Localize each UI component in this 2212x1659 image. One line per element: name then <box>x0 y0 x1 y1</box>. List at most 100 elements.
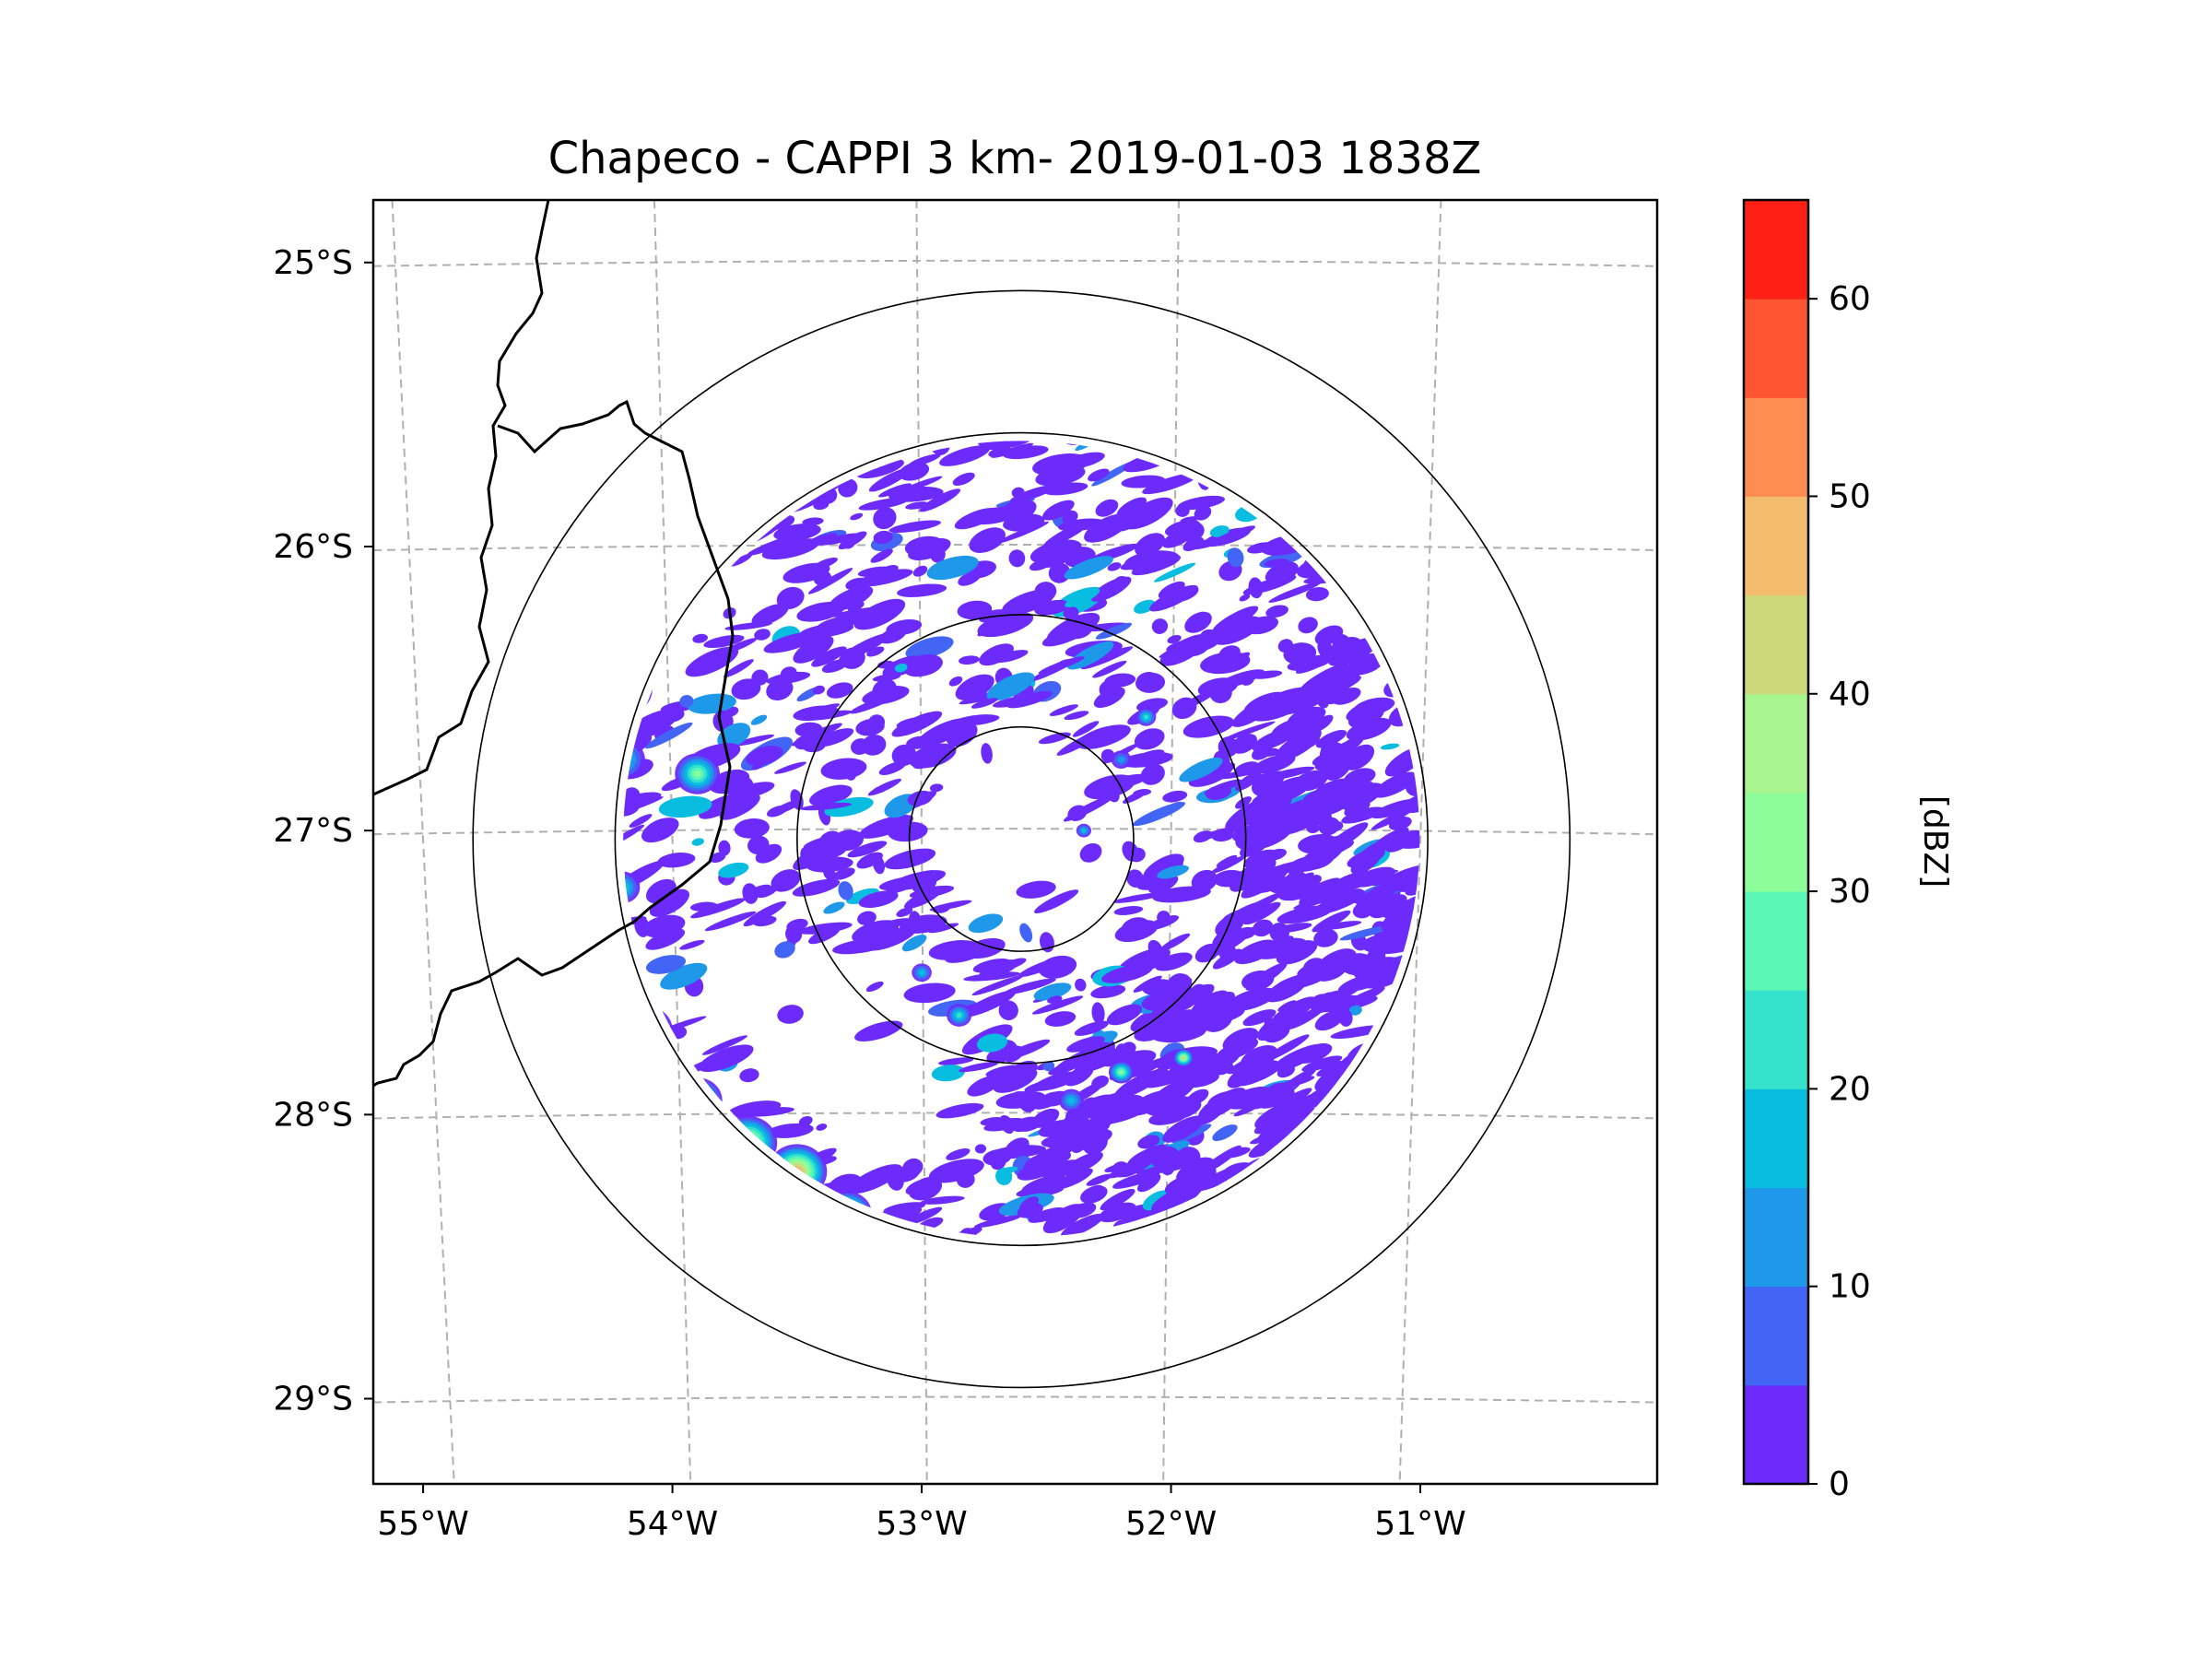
weak-echo <box>1116 497 1147 518</box>
weak-echo <box>1137 1135 1160 1149</box>
weak-echo <box>1261 747 1280 757</box>
colorbar-swatch <box>1744 397 1808 497</box>
weak-echo <box>1340 782 1383 810</box>
weak-echo <box>976 1033 1008 1053</box>
weak-echo <box>1010 1060 1038 1079</box>
weak-echo <box>1266 873 1288 894</box>
parallel-gridline <box>373 259 1657 267</box>
weak-echo <box>1142 1190 1171 1211</box>
weak-echo <box>1044 1011 1077 1027</box>
echo-cell <box>1119 1070 1124 1075</box>
weak-echo <box>763 631 819 653</box>
weak-echo <box>1222 721 1276 741</box>
weak-echo <box>1212 1124 1238 1141</box>
weak-echo <box>905 636 954 660</box>
weak-echo <box>1159 933 1191 951</box>
colorbar-frame <box>1742 198 1810 1486</box>
weak-echo <box>1302 875 1322 888</box>
weak-echo <box>1038 1119 1074 1137</box>
weak-echo <box>884 848 936 870</box>
weak-echo <box>1182 715 1235 738</box>
map-area <box>373 200 1657 1484</box>
weak-echo <box>1169 1063 1194 1082</box>
weak-echo <box>1028 1207 1065 1223</box>
weak-echo <box>1095 622 1133 640</box>
range-rings <box>472 289 1571 1389</box>
echo-cell <box>918 970 925 976</box>
weak-echo <box>806 856 853 873</box>
echo-cell <box>770 1200 800 1229</box>
weak-echo <box>959 655 980 665</box>
weak-echo <box>754 629 771 641</box>
weak-echo <box>1218 762 1236 774</box>
weak-echo <box>920 1195 965 1205</box>
weak-echo <box>912 1176 943 1199</box>
echo-cell <box>877 1239 916 1275</box>
weak-echo <box>1049 704 1078 716</box>
weak-echo <box>969 527 1006 553</box>
weak-echo <box>1276 940 1318 965</box>
weak-echo <box>751 603 789 626</box>
echo-cell <box>694 1097 701 1104</box>
weak-echo <box>838 478 858 498</box>
weak-echo <box>1222 908 1252 922</box>
weak-echo <box>770 798 804 816</box>
weak-echo <box>704 911 757 932</box>
weak-echo <box>926 555 979 581</box>
weak-echo <box>1310 714 1334 733</box>
weak-echo <box>902 653 943 677</box>
weak-echo <box>977 611 1034 638</box>
weak-echo <box>1100 1189 1135 1211</box>
weak-echo <box>928 923 959 934</box>
echo-cell <box>778 1207 792 1220</box>
weak-echo <box>897 476 943 494</box>
x-tick-label: 52°W <box>1125 1505 1217 1543</box>
weak-echo <box>957 600 993 620</box>
weak-echo <box>1234 939 1277 965</box>
y-tick-label: 29°S <box>273 1381 353 1418</box>
x-axis-ticks: 55°W 54°W 53°W 52°W 51°W <box>377 1484 1466 1543</box>
weak-echo <box>1287 654 1332 671</box>
weak-echo <box>1265 561 1299 584</box>
weak-echo <box>1252 919 1274 937</box>
echo-cell <box>781 1210 789 1218</box>
weak-echo <box>1175 504 1190 517</box>
range-ring <box>908 725 1135 952</box>
weak-echo <box>777 1005 804 1024</box>
echo-cell <box>788 1163 806 1180</box>
colorbar-swatch <box>1744 200 1808 300</box>
weak-echo <box>1067 805 1088 821</box>
weak-echo <box>999 1114 1015 1135</box>
reflectivity-echoes <box>587 441 1420 1275</box>
weak-echo <box>1321 888 1356 911</box>
weak-echo <box>623 787 641 804</box>
weak-echo <box>1042 1061 1055 1072</box>
weak-echo <box>1162 790 1188 803</box>
echo-cell <box>771 1202 797 1226</box>
colorbar-tick-label: 40 <box>1829 676 1871 713</box>
weak-echo <box>623 802 640 817</box>
echo-cell <box>623 883 627 891</box>
weak-echo <box>1021 1174 1066 1194</box>
parallel-gridline <box>373 1395 1657 1404</box>
weak-echo <box>891 744 917 766</box>
weak-echo <box>1180 516 1200 524</box>
weak-echo <box>1123 451 1174 473</box>
weak-echo <box>1253 856 1277 875</box>
weak-echo <box>1381 896 1408 920</box>
weak-echo <box>1332 634 1351 653</box>
weak-echo <box>719 794 760 820</box>
colorbar-swatch <box>1744 990 1808 1089</box>
weak-echo <box>1128 1054 1176 1076</box>
weak-echo <box>1299 888 1329 907</box>
weak-echo <box>1210 855 1246 874</box>
echo-cell <box>587 806 608 826</box>
weak-echo <box>1049 1147 1067 1164</box>
colorbar-tick-label: 30 <box>1829 873 1871 911</box>
weak-echo <box>1235 771 1262 792</box>
y-tick-label: 27°S <box>273 812 353 850</box>
weak-echo <box>723 775 754 797</box>
weak-echo <box>946 722 978 747</box>
gridlines <box>373 200 1657 1484</box>
